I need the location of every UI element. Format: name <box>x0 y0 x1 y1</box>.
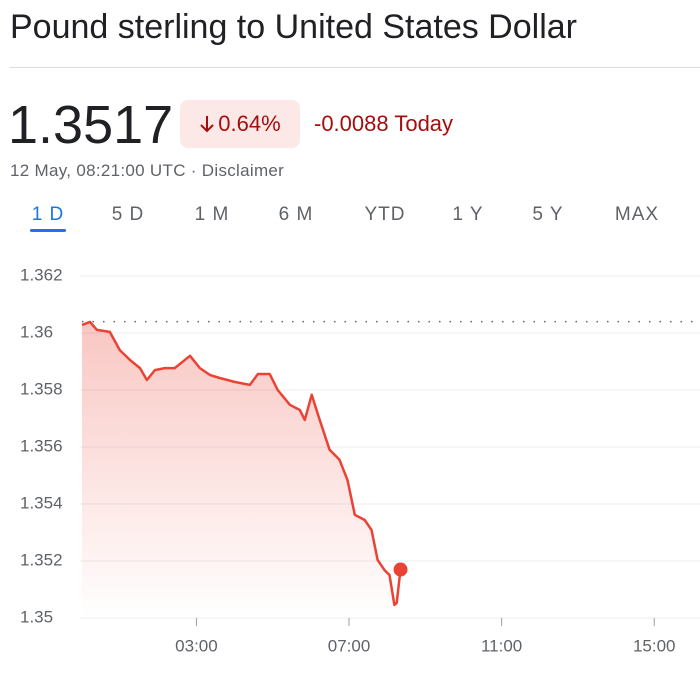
tab[interactable]: YTD <box>365 204 406 225</box>
y-tick-label: 1.354 <box>20 493 63 512</box>
y-tick-label: 1.352 <box>20 550 63 569</box>
x-tick-label: 07:00 <box>328 636 371 655</box>
tab-underline <box>30 229 66 232</box>
divider <box>10 67 700 68</box>
tab[interactable]: MAX <box>615 204 659 225</box>
area <box>82 321 401 618</box>
price: 1.3517 <box>8 95 174 155</box>
tab[interactable]: 1 M <box>195 204 230 225</box>
current-point <box>393 562 408 577</box>
page-title: Pound sterling to United States Dollar <box>10 8 577 46</box>
tab[interactable]: 1 D <box>32 204 65 225</box>
tab[interactable]: 6 M <box>279 204 314 225</box>
tab[interactable]: 5 D <box>112 204 145 225</box>
price-line <box>81 320 402 607</box>
y-tick-label: 1.356 <box>20 436 63 455</box>
x-tick-label: 15:00 <box>633 636 676 655</box>
x-tick-label: 11:00 <box>481 636 522 655</box>
y-tick-label: 1.36 <box>20 322 53 341</box>
timestamp-line: 12 May, 08:21:00 UTC · Disclaimer <box>10 161 285 180</box>
x-tick-label: 03:00 <box>175 636 218 655</box>
disclaimer-link[interactable]: Disclaimer <box>201 161 285 180</box>
tab[interactable]: 1 Y <box>452 204 483 225</box>
y-tick-label: 1.358 <box>20 379 63 398</box>
down-arrow <box>200 116 215 133</box>
y-tick-label: 1.362 <box>20 265 63 284</box>
y-tick-label: 1.35 <box>20 607 53 626</box>
change-percent: 0.64% <box>218 111 281 136</box>
change-badge: 0.64% <box>180 100 300 148</box>
timestamp: 12 May, 08:21:00 UTC <box>10 161 186 180</box>
change-value: -0.0088 Today <box>314 111 454 136</box>
tab[interactable]: 5 Y <box>532 204 563 225</box>
